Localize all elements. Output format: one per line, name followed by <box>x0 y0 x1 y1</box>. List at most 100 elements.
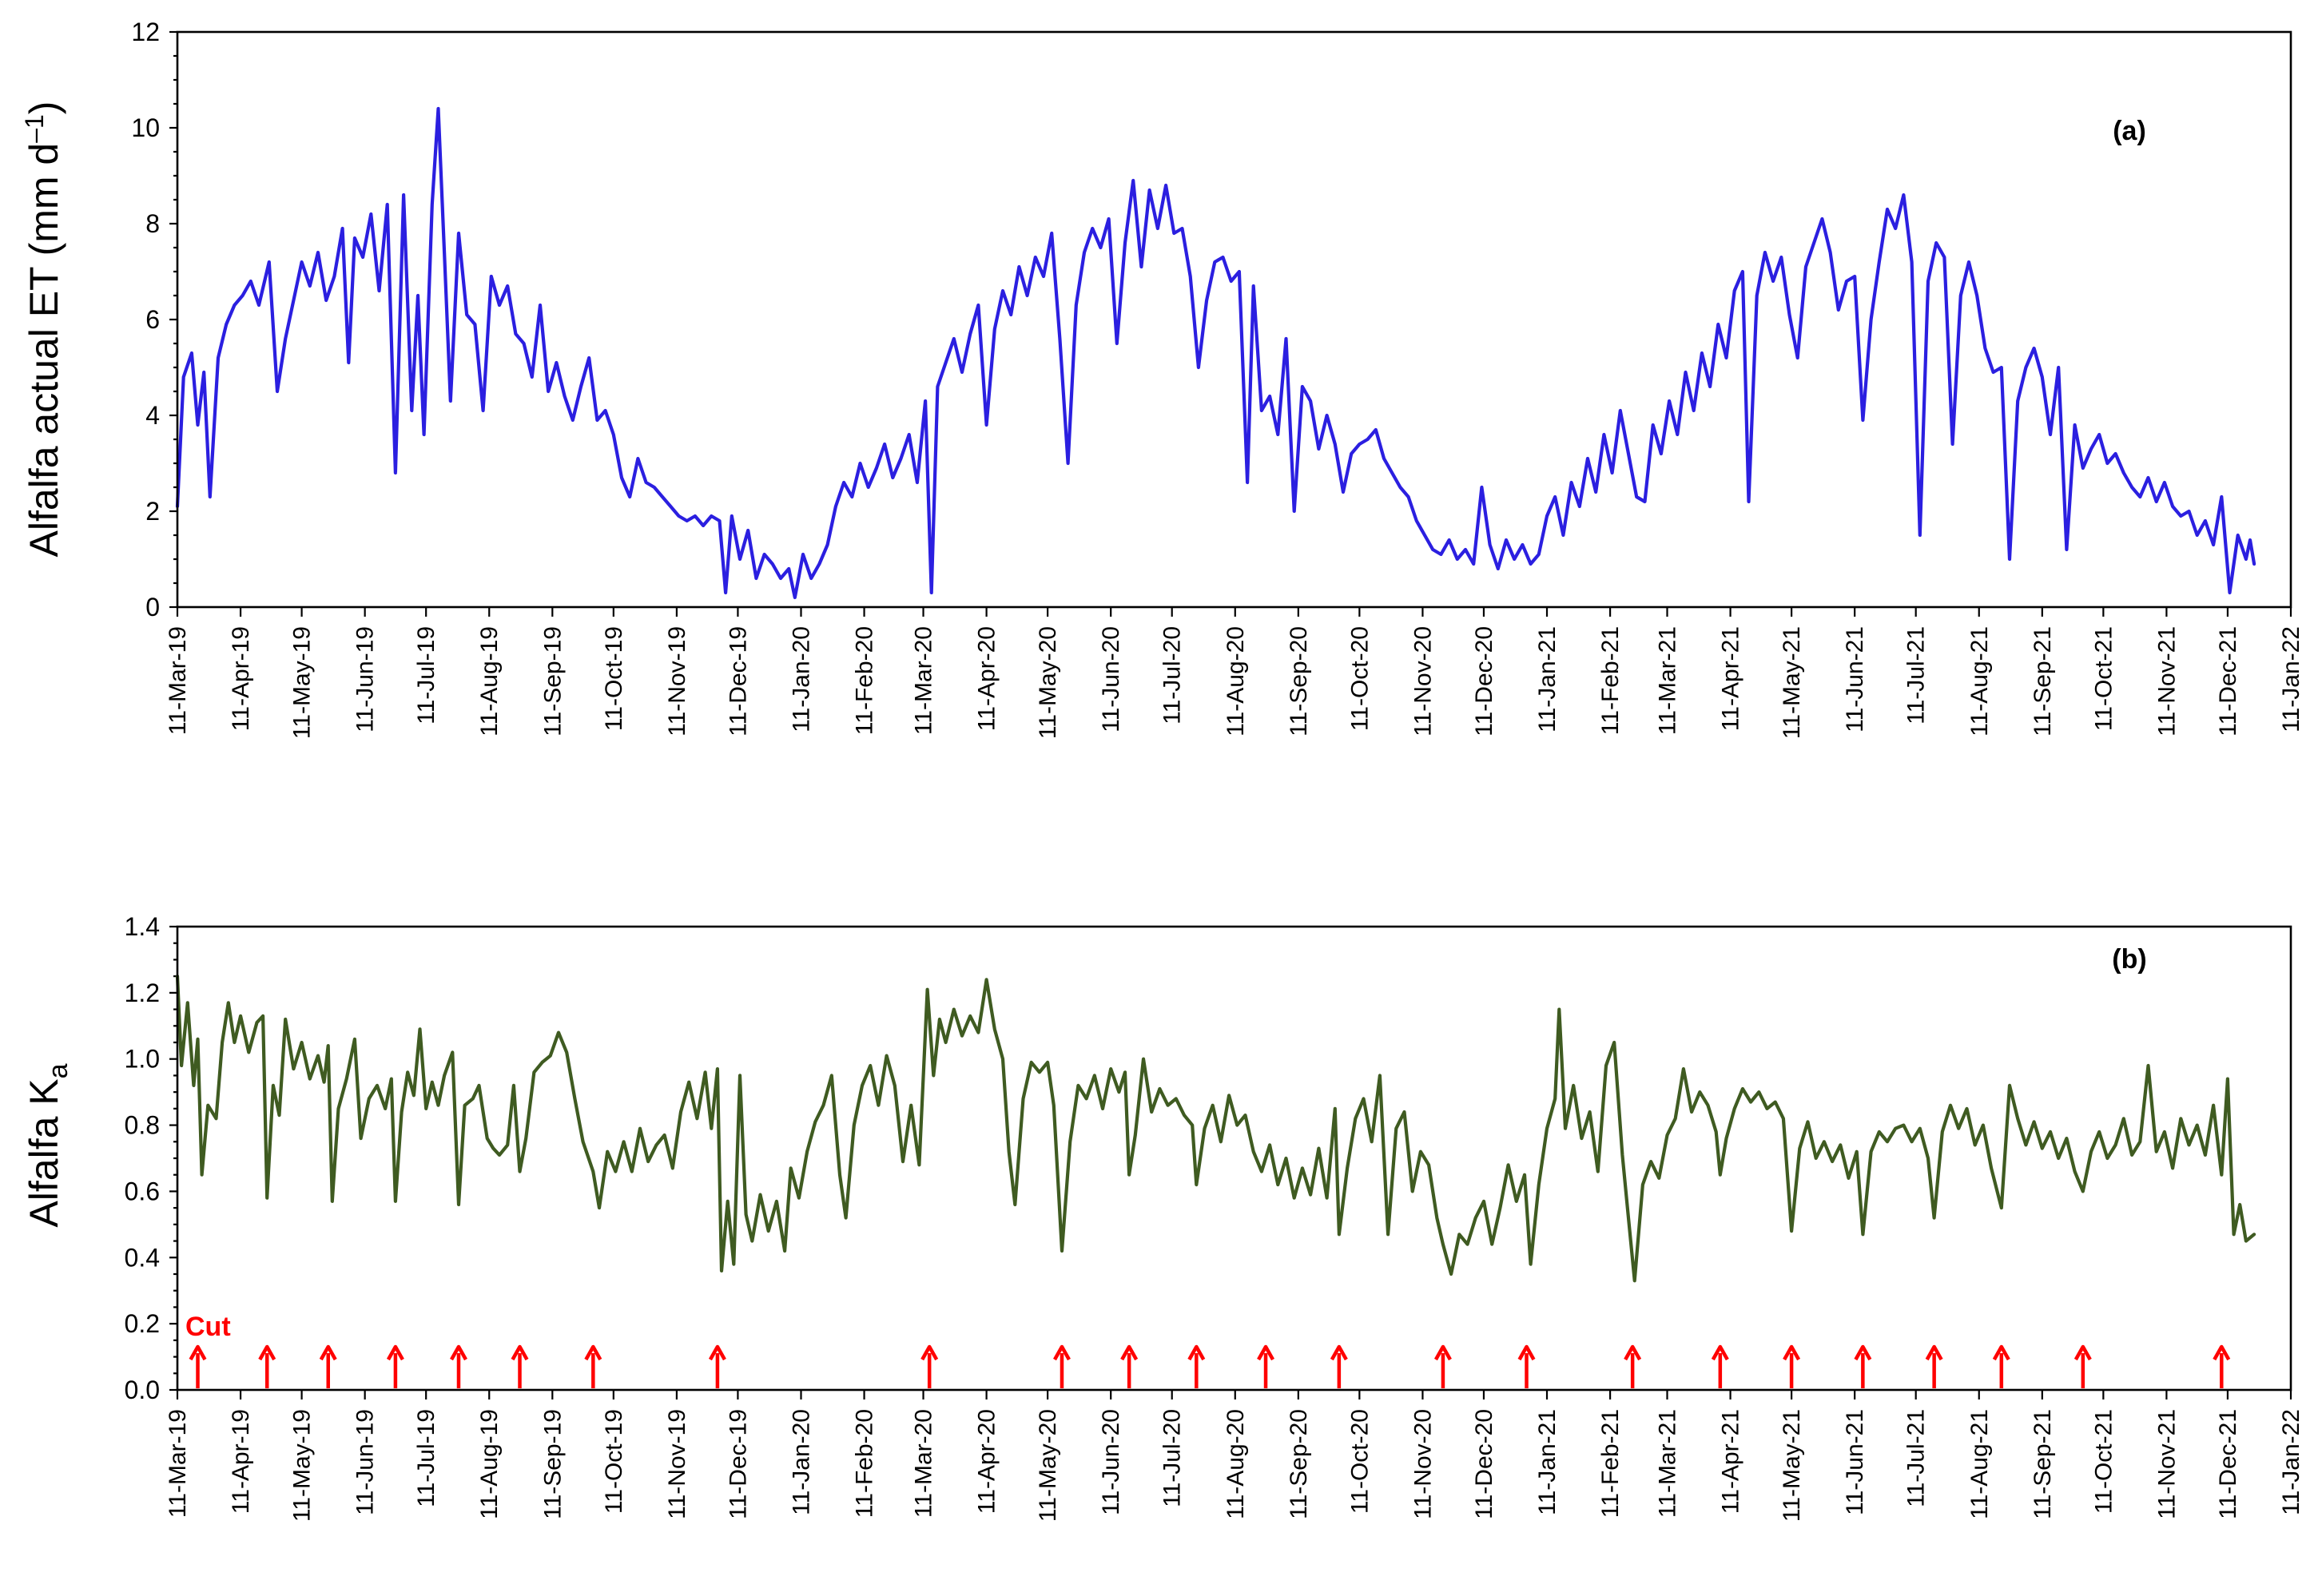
cut-arrow-head <box>1330 1344 1348 1361</box>
cut-arrow <box>920 1344 939 1388</box>
ka-ytick-label: 1.2 <box>125 979 160 1007</box>
et-ytick-label: 4 <box>145 401 160 430</box>
cut-arrow-head <box>189 1344 207 1361</box>
et-xtick-label: 11-Aug-20 <box>1223 626 1249 736</box>
et-xtick-label: 11-Oct-21 <box>2090 626 2117 731</box>
et-ytick-label: 0 <box>145 593 160 621</box>
cut-arrow <box>511 1344 529 1388</box>
et-xtick-label: 11-Oct-19 <box>601 626 627 731</box>
ka-xtick-label: 11-Jun-21 <box>1842 1409 1868 1515</box>
et-ytick-label: 8 <box>145 209 160 238</box>
ka-xtick-label: 11-Jan-22 <box>2278 1409 2304 1515</box>
cut-arrow-head <box>1992 1344 2010 1361</box>
ka-plot-frame <box>176 925 2292 1392</box>
cut-arrow <box>1120 1344 1139 1388</box>
ka-series-line <box>175 975 2256 1283</box>
cut-arrow-head <box>1433 1344 1452 1361</box>
ka-xtick-label: 11-Jun-19 <box>352 1409 379 1515</box>
et-y-axis-label: Alfalfa actual ET (mm d–1) <box>20 101 66 558</box>
et-xtick-label: 11-Sep-19 <box>539 626 566 736</box>
ka-xtick-label: 11-Dec-21 <box>2215 1409 2241 1519</box>
et-xtick-label: 11-Aug-19 <box>476 626 503 736</box>
ka-xtick-label: 11-Jul-20 <box>1159 1409 1186 1507</box>
cut-arrow-head <box>450 1344 467 1361</box>
cut-arrow-head <box>386 1344 404 1361</box>
et-xtick-label: 11-May-20 <box>1035 626 1061 739</box>
cut-arrow-head <box>1053 1344 1071 1361</box>
ka-xtick-label: 11-Oct-19 <box>601 1409 627 1514</box>
cut-arrow-head <box>1187 1344 1206 1361</box>
cut-arrow-head <box>2213 1344 2231 1361</box>
ka-axis-ticks: 0.0 0.2 0.4 0.6 0.8 1.0 1.2 1.4 11-Mar-19 11-Apr-… <box>125 912 2304 1522</box>
cut-arrow <box>2213 1344 2231 1388</box>
ka-series <box>175 975 2256 1283</box>
ka-xtick-label: 11-Sep-19 <box>539 1409 566 1519</box>
ka-xtick-label: 11-Jan-21 <box>1534 1409 1561 1515</box>
ka-xtick-label: 11-Jun-20 <box>1098 1409 1124 1515</box>
et-xtick-label: 11-Dec-21 <box>2215 626 2241 736</box>
cut-arrow <box>319 1344 337 1388</box>
et-xtick-label: 11-Jun-19 <box>352 626 379 732</box>
et-xtick-label: 11-Dec-20 <box>1471 626 1497 736</box>
ka-xtick-label: 11-Sep-21 <box>2030 1409 2056 1519</box>
ka-xtick-label: 11-Nov-19 <box>664 1409 690 1519</box>
et-ytick-label: 10 <box>131 113 160 142</box>
et-xtick-label: 11-Jul-19 <box>413 626 439 725</box>
ka-xtick-label: 11-Sep-20 <box>1286 1409 1312 1519</box>
et-xtick-label: 11-Feb-21 <box>1597 626 1624 735</box>
cut-arrow-head <box>319 1344 337 1361</box>
ka-ytick-label: 0.4 <box>125 1243 160 1272</box>
et-xtick-label: 11-Jul-21 <box>1903 626 1930 725</box>
cut-arrow-head <box>1711 1344 1729 1361</box>
et-xtick-label: 11-Nov-21 <box>2153 626 2180 736</box>
cut-arrow <box>1783 1344 1801 1388</box>
ka-xtick-label: 11-May-21 <box>1779 1409 1805 1522</box>
ka-xtick-label: 11-Mar-21 <box>1655 1409 1681 1518</box>
ka-xtick-label: 11-Mar-20 <box>911 1409 937 1518</box>
ka-ytick-label: 0.8 <box>125 1111 160 1140</box>
ka-xtick-label: 11-Jul-21 <box>1903 1409 1930 1507</box>
et-xtick-label: 11-Dec-19 <box>725 626 751 736</box>
et-axis-ticks: 0 2 4 6 8 10 12 11-Mar-19 11-Apr-19 11-May-19 11-J… <box>131 18 2304 739</box>
et-xtick-label: 11-Nov-19 <box>664 626 690 736</box>
cut-arrow <box>1992 1344 2010 1388</box>
cut-arrow <box>258 1344 276 1388</box>
et-xtick-label: 11-Jan-21 <box>1534 626 1561 732</box>
cut-arrow <box>189 1344 207 1388</box>
cut-arrow <box>1257 1344 1274 1388</box>
et-xtick-label: 11-Apr-20 <box>974 626 1000 731</box>
et-xtick-label: 11-Apr-19 <box>228 626 254 731</box>
et-xtick-label: 11-Feb-20 <box>852 626 878 735</box>
ka-xtick-label: 11-Apr-19 <box>228 1409 254 1514</box>
et-xtick-label: 11-Sep-20 <box>1286 626 1312 736</box>
et-xtick-label: 11-Oct-20 <box>1346 626 1373 731</box>
ka-xtick-label: 11-Oct-21 <box>2090 1409 2117 1514</box>
et-xtick-label: 11-Mar-19 <box>165 626 191 735</box>
cut-arrow <box>1187 1344 1206 1388</box>
cut-arrow-head <box>1925 1344 1943 1361</box>
et-ytick-label: 2 <box>145 497 160 526</box>
cut-arrow <box>708 1344 726 1388</box>
cut-arrow <box>1854 1344 1872 1388</box>
cut-arrow-head <box>708 1344 726 1361</box>
cut-arrow-head <box>584 1344 602 1361</box>
cut-arrow <box>1330 1344 1348 1388</box>
ka-xtick-label: 11-Oct-20 <box>1346 1409 1373 1514</box>
et-series <box>175 106 2256 600</box>
ka-ytick-label: 0.0 <box>125 1376 160 1404</box>
cut-arrow-head <box>2073 1344 2092 1361</box>
ka-xtick-label: 11-May-19 <box>289 1409 316 1522</box>
et-series-line <box>175 106 2256 600</box>
cut-arrow <box>2073 1344 2092 1388</box>
ka-xtick-label: 11-Apr-21 <box>1718 1409 1744 1514</box>
et-xtick-label: 11-Jan-20 <box>788 626 814 732</box>
et-xtick-label: 11-Apr-21 <box>1718 626 1744 731</box>
cut-annotation: Cut <box>185 1312 231 1342</box>
ka-xtick-label: 11-Jul-19 <box>413 1409 439 1507</box>
cut-arrow <box>1517 1344 1536 1388</box>
cut-arrow <box>450 1344 467 1388</box>
ka-xtick-label: 11-Feb-20 <box>852 1409 878 1518</box>
ka-ylabel-subscript: a <box>43 1063 74 1078</box>
et-xtick-label: 11-Jun-20 <box>1098 626 1124 732</box>
ka-xtick-label: 11-Apr-20 <box>974 1409 1000 1514</box>
